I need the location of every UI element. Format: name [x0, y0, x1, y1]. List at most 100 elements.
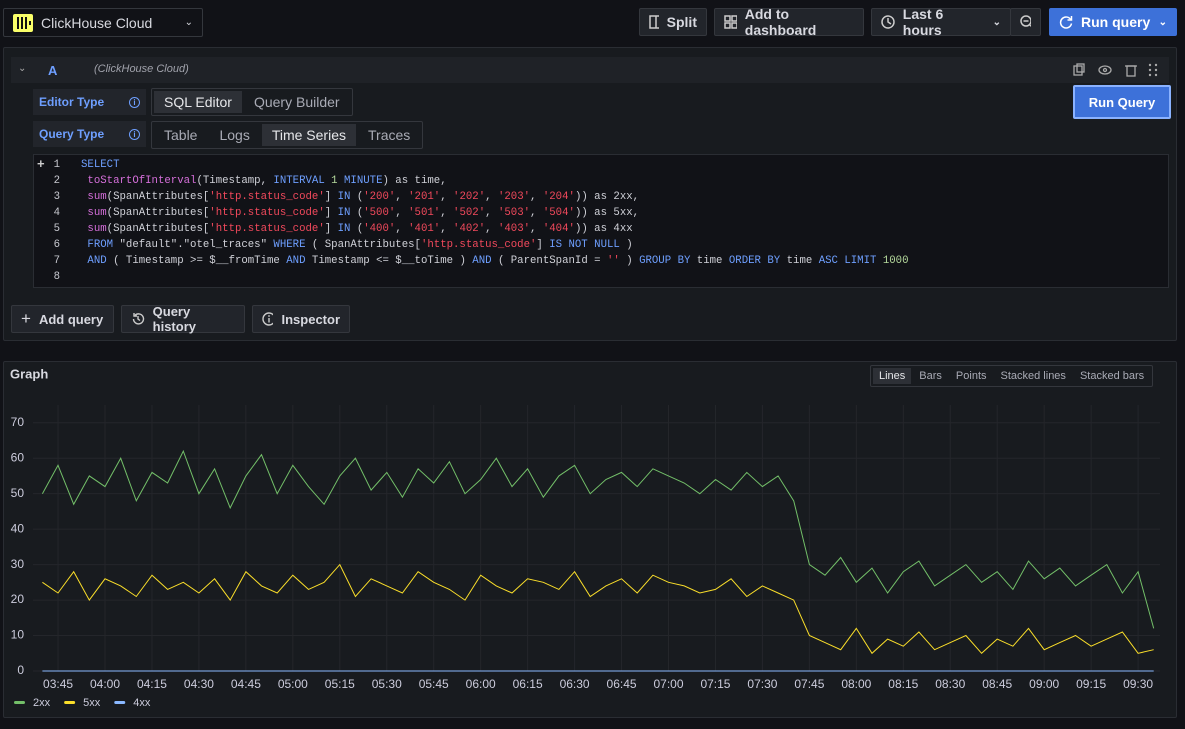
- x-tick-label: 05:15: [325, 677, 355, 691]
- icon: [881, 15, 895, 29]
- label: Run Query: [1088, 94, 1156, 110]
- icon: [1020, 15, 1031, 28]
- code-line: sum(SpanAttributes['http.status_code'] I…: [87, 223, 633, 235]
- x-tick-label: 05:30: [372, 677, 402, 691]
- zoom-out-button[interactable]: [1010, 8, 1041, 36]
- segment-option[interactable]: Bars: [919, 370, 942, 382]
- code-editor[interactable]: 1 2 3 4 5 6 7 8 SELECT toStartOfInterval(Timesta…: [33, 154, 1169, 288]
- segment-option[interactable]: Stacked bars: [1079, 370, 1145, 382]
- x-tick-label: 08:15: [888, 677, 918, 691]
- segment-option[interactable]: SQL Editor: [154, 91, 242, 113]
- x-tick-label: 06:30: [560, 677, 590, 691]
- x-tick-label: 06:15: [513, 677, 543, 691]
- legend-swatch: [14, 701, 25, 704]
- row-icons[interactable]: [1072, 63, 1162, 77]
- x-tick-label: 08:30: [935, 677, 965, 691]
- segment-option[interactable]: Stacked lines: [1000, 370, 1066, 382]
- split-button[interactable]: Split: [639, 8, 707, 36]
- line-number: 6: [53, 239, 60, 251]
- x-tick-label: 06:00: [466, 677, 496, 691]
- text: Query Type: [39, 127, 105, 141]
- code-line: AND ( Timestamp >= $__fromTime AND Times…: [87, 255, 909, 267]
- label: Last 6 hours: [902, 6, 944, 38]
- icon: [724, 15, 737, 29]
- x-tick-label: 04:30: [184, 677, 214, 691]
- segment-option[interactable]: Points: [955, 370, 987, 382]
- label: Run query: [1081, 14, 1151, 30]
- y-tick-label: 20: [11, 592, 25, 606]
- info-icon: i: [129, 128, 140, 140]
- label: Query history: [152, 304, 196, 334]
- series-line: [41, 449, 1155, 629]
- segment-option[interactable]: Time Series: [261, 124, 356, 146]
- chart: Graph 0 10 20 30 40 50 60 70 03:45 04:00 04:15 04:3…: [10, 366, 1160, 709]
- x-tick-label: 07:30: [747, 677, 777, 691]
- y-tick-label: 70: [11, 415, 25, 429]
- icon: [132, 313, 145, 325]
- code-line: FROM "default"."otel_traces" WHERE ( Spa…: [87, 239, 633, 251]
- x-tick-label: 07:15: [700, 677, 730, 691]
- icon: [262, 312, 274, 326]
- editor-type-group: SQL Editor Query Builder: [151, 88, 353, 116]
- code-line: sum(SpanAttributes['http.status_code'] I…: [87, 191, 640, 203]
- code-line: SELECT: [81, 159, 120, 171]
- segment-option[interactable]: Traces: [368, 127, 411, 143]
- x-tick-label: 05:45: [419, 677, 449, 691]
- icon: [649, 15, 659, 29]
- segment-option[interactable]: Logs: [219, 127, 250, 143]
- legend-label[interactable]: 5xx: [83, 697, 101, 709]
- y-tick-label: 10: [11, 628, 25, 642]
- x-tick-label: 09:00: [1029, 677, 1059, 691]
- chart-title: Graph: [10, 366, 48, 381]
- datasource-name: ClickHouse Cloud: [41, 14, 153, 31]
- y-tick-label: 50: [11, 486, 25, 500]
- collapse-icon[interactable]: ⌄: [18, 63, 27, 74]
- display-mode-group: Lines Bars Points Stacked lines Stacked bars: [870, 365, 1154, 387]
- icon: +: [21, 309, 31, 328]
- line-number: 7: [53, 255, 60, 267]
- x-tick-label: 09:15: [1076, 677, 1106, 691]
- x-tick-label: 04:15: [137, 677, 167, 691]
- inspector-button[interactable]: Inspector: [252, 305, 350, 333]
- info-icon: i: [129, 96, 140, 108]
- x-tick-label: 07:45: [794, 677, 824, 691]
- run-query-inline-button[interactable]: Run Query: [1073, 85, 1171, 119]
- query-type-group: Table Logs Time Series Traces: [151, 121, 424, 149]
- add-query-button[interactable]: + Add query: [11, 305, 114, 333]
- label: Add query: [38, 311, 104, 327]
- legend-swatch: [64, 701, 76, 704]
- add-icon: +: [37, 156, 45, 171]
- logo: [13, 13, 33, 32]
- y-tick-label: 40: [11, 521, 25, 535]
- label: Inspector: [281, 311, 340, 327]
- y-tick-label: 30: [11, 557, 25, 571]
- legend-label[interactable]: 2xx: [33, 697, 51, 709]
- add-to-dashboard-button[interactable]: Add to dashboard: [714, 6, 864, 38]
- legend-label[interactable]: 4xx: [133, 697, 151, 709]
- time-range-picker[interactable]: Last 6 hours ⌄: [871, 6, 1011, 38]
- x-tick-label: 07:00: [653, 677, 683, 691]
- code-line: sum(SpanAttributes['http.status_code'] I…: [87, 207, 640, 219]
- x-tick-label: 05:00: [278, 677, 308, 691]
- segment-option[interactable]: Lines: [873, 368, 912, 384]
- x-tick-label: 08:45: [982, 677, 1012, 691]
- y-tick-label: 0: [17, 663, 24, 677]
- run-query-button[interactable]: Run query ⌄: [1049, 8, 1177, 36]
- line-number: 5: [53, 223, 60, 235]
- chevron: ⌄: [992, 16, 1001, 28]
- editor-type-label: Editor Type i: [33, 89, 146, 115]
- segment-option[interactable]: Table: [164, 127, 198, 143]
- icon: [1059, 16, 1073, 29]
- query-ref-id: A: [48, 63, 58, 78]
- query-row-header: [11, 57, 1169, 83]
- x-tick-label: 04:00: [90, 677, 120, 691]
- label: Split: [666, 14, 697, 30]
- datasource-picker[interactable]: ClickHouse Cloud ⌄: [3, 8, 203, 37]
- y-tick-label: 60: [11, 450, 25, 464]
- segment-option[interactable]: Query Builder: [253, 94, 340, 110]
- x-tick-label: 03:45: [43, 677, 73, 691]
- line-number: 4: [53, 207, 60, 219]
- query-history-button[interactable]: Query history: [121, 304, 245, 334]
- x-tick-label: 04:45: [231, 677, 261, 691]
- line-number: 1: [53, 159, 60, 171]
